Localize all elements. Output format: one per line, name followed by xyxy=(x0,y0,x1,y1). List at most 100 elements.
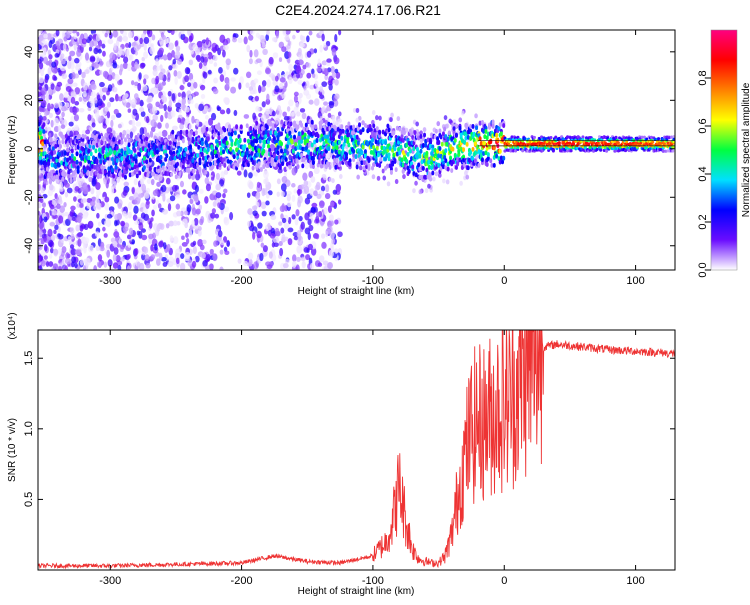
heat-cell xyxy=(122,35,128,42)
heat-cell xyxy=(307,218,312,226)
heat-cell xyxy=(286,201,292,208)
spectrogram-image xyxy=(38,30,675,270)
heat-cell xyxy=(262,245,268,253)
heat-cell xyxy=(334,34,338,43)
heat-cell xyxy=(219,179,225,187)
heat-cell xyxy=(280,227,285,234)
heat-cell xyxy=(175,257,180,265)
heat-cell xyxy=(70,96,76,104)
heat-cell xyxy=(230,142,234,147)
heat-cell xyxy=(70,148,74,154)
heat-cell xyxy=(322,43,327,48)
heat-cell xyxy=(245,82,250,89)
heat-cell xyxy=(324,193,331,200)
heat-cell xyxy=(198,103,205,112)
heat-cell xyxy=(193,217,199,226)
heat-cell xyxy=(278,221,283,226)
heat-cell xyxy=(247,252,254,260)
heat-cell xyxy=(206,254,211,262)
heat-cell xyxy=(115,255,121,263)
heat-cell xyxy=(170,30,175,36)
heat-cell xyxy=(81,71,86,79)
heat-cell xyxy=(249,89,256,95)
heat-cell xyxy=(210,112,217,121)
heat-cell xyxy=(243,260,248,266)
heat-cell xyxy=(379,156,383,162)
heat-cell xyxy=(57,247,62,256)
heat-cell xyxy=(207,69,212,75)
heat-cell xyxy=(569,149,573,153)
heat-cell xyxy=(87,155,91,161)
heat-cell xyxy=(288,76,293,85)
heat-cell xyxy=(58,101,63,109)
heat-cell xyxy=(220,239,225,246)
heat-cell xyxy=(246,138,250,144)
heat-cell xyxy=(323,207,328,215)
heat-cell xyxy=(371,109,376,115)
heat-cell xyxy=(102,50,106,57)
heat-cell xyxy=(67,173,71,179)
heat-cell xyxy=(52,248,59,255)
heat-cell xyxy=(296,124,300,130)
heat-cell xyxy=(398,150,402,156)
heat-cell xyxy=(371,174,376,180)
heat-cell xyxy=(59,93,64,101)
heat-cell xyxy=(219,109,226,115)
heat-cell xyxy=(85,129,91,135)
heat-cell xyxy=(103,261,108,268)
heat-cell xyxy=(211,154,215,160)
heat-cell xyxy=(117,123,122,129)
heat-cell xyxy=(337,139,341,145)
heat-cell xyxy=(237,258,242,264)
heat-cell xyxy=(282,111,287,117)
heat-cell xyxy=(177,141,181,147)
heat-cell xyxy=(246,262,253,267)
heat-cell xyxy=(175,203,181,210)
heat-cell xyxy=(309,151,313,157)
heat-cell xyxy=(150,119,157,127)
heat-cell xyxy=(337,231,343,238)
heat-cell xyxy=(150,126,156,133)
heat-cell xyxy=(301,35,306,43)
heat-cell xyxy=(327,205,332,213)
heat-cell xyxy=(122,226,129,232)
heat-cell xyxy=(128,196,135,201)
heat-cell xyxy=(498,148,502,154)
heat-cell xyxy=(76,165,80,171)
heat-cell xyxy=(474,154,479,160)
heat-cell xyxy=(332,189,338,195)
heat-cell xyxy=(38,174,44,181)
heat-cell xyxy=(469,150,473,155)
heat-cell xyxy=(109,97,115,103)
heat-cell xyxy=(361,120,365,126)
heat-cell xyxy=(247,208,253,215)
heat-cell xyxy=(193,194,199,202)
heat-cell xyxy=(393,158,397,163)
heat-cell xyxy=(133,93,139,100)
heat-cell xyxy=(445,123,450,129)
heat-cell xyxy=(148,157,152,163)
heat-cell xyxy=(152,189,159,197)
heat-cell xyxy=(45,154,49,159)
heat-cell xyxy=(233,130,237,136)
heat-cell xyxy=(110,266,114,270)
heat-cell xyxy=(109,149,113,155)
heat-cell xyxy=(443,126,447,132)
heat-cell xyxy=(265,34,269,42)
heat-cell xyxy=(261,41,266,48)
heat-cell xyxy=(171,93,176,102)
heat-cell xyxy=(212,201,217,208)
heat-cell xyxy=(82,213,88,219)
heat-cell xyxy=(287,238,293,246)
heat-cell xyxy=(414,180,418,186)
heat-cell xyxy=(73,124,79,131)
heat-cell xyxy=(123,137,127,143)
heat-cell xyxy=(61,139,65,145)
heat-cell xyxy=(216,106,222,112)
heat-cell xyxy=(361,127,365,133)
heat-cell xyxy=(250,150,254,156)
heat-cell xyxy=(69,178,73,184)
heat-cell xyxy=(87,244,94,253)
heat-cell xyxy=(327,225,332,232)
heat-cell xyxy=(64,258,71,265)
